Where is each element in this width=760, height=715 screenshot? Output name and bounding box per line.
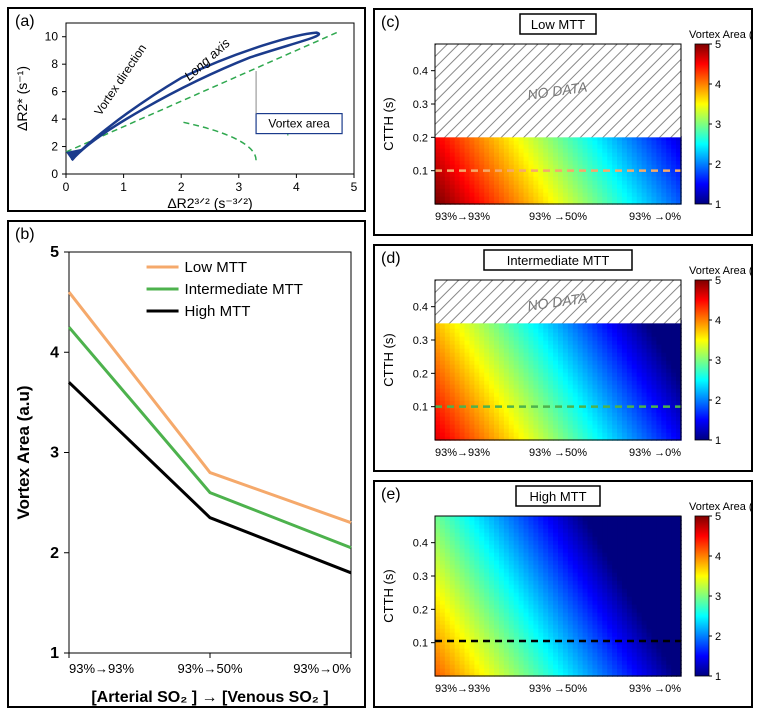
panel-b: (b) 1 2 3 4 5 93%→93% 93%→50% 93%→0% [Arterial S… [7,220,366,708]
svg-text:High MTT: High MTT [529,489,586,504]
svg-text:3: 3 [235,180,242,194]
svg-text:5: 5 [50,244,59,261]
svg-text:CTTH (s): CTTH (s) [381,333,396,386]
svg-text:1: 1 [715,199,721,211]
svg-text:1: 1 [120,180,127,194]
svg-text:0.4: 0.4 [413,538,428,550]
svg-text:High MTT: High MTT [185,303,251,320]
svg-text:Vortex Area (a.u.): Vortex Area (a.u.) [689,29,753,41]
panel-b-svg: 1 2 3 4 5 93%→93% 93%→50% 93%→0% [Arterial SO₂ ]… [11,224,366,708]
svg-text:93% →0%: 93% →0% [629,447,681,459]
svg-text:2: 2 [715,631,721,643]
svg-text:0.4: 0.4 [413,302,428,314]
svg-text:4: 4 [715,551,721,563]
svg-text:0.2: 0.2 [413,604,428,616]
panel-a-svg: 0123450246810ΔR2³ᐟ² (s⁻³ᐟ²)ΔR2* (s⁻¹)Slo… [11,11,366,212]
svg-text:4: 4 [51,112,58,126]
svg-text:93% →50%: 93% →50% [529,211,587,223]
svg-text:3: 3 [715,591,721,603]
svg-text:0: 0 [63,180,70,194]
svg-text:8: 8 [51,57,58,71]
svg-text:1: 1 [715,435,721,447]
svg-text:0.1: 0.1 [413,166,428,178]
svg-text:0: 0 [51,167,58,181]
svg-text:4: 4 [50,344,59,361]
svg-text:93%→93%: 93%→93% [435,683,490,695]
svg-text:Vortex Area (a.u.): Vortex Area (a.u.) [689,501,753,513]
svg-text:Low MTT: Low MTT [185,259,248,276]
svg-text:2: 2 [715,159,721,171]
svg-text:93% →0%: 93% →0% [629,683,681,695]
svg-text:93%→50%: 93%→50% [177,661,242,676]
svg-text:93% →50%: 93% →50% [529,683,587,695]
svg-text:Vortex area: Vortex area [268,117,330,131]
svg-text:Vortex Area (a.u.): Vortex Area (a.u.) [689,265,753,277]
svg-text:93%→0%: 93%→0% [293,661,351,676]
svg-text:0.1: 0.1 [413,638,428,650]
svg-text:1: 1 [715,671,721,683]
svg-text:0.2: 0.2 [413,132,428,144]
svg-text:2: 2 [178,180,185,194]
svg-text:93% →0%: 93% →0% [629,211,681,223]
svg-text:4: 4 [715,315,721,327]
svg-text:Intermediate MTT: Intermediate MTT [185,281,303,298]
svg-text:3: 3 [715,119,721,131]
svg-text:2: 2 [51,140,58,154]
svg-text:93%→93%: 93%→93% [435,211,490,223]
svg-text:4: 4 [293,180,300,194]
svg-text:ΔR2* (s⁻¹): ΔR2* (s⁻¹) [14,66,30,131]
svg-text:3: 3 [50,445,59,462]
panel-a-letter: (a) [15,13,35,31]
panel-b-letter: (b) [15,226,35,244]
panel-d-letter: (d) [381,250,401,268]
svg-text:0.3: 0.3 [413,99,428,111]
svg-text:93%→93%: 93%→93% [435,447,490,459]
svg-text:ΔR2³ᐟ² (s⁻³ᐟ²): ΔR2³ᐟ² (s⁻³ᐟ²) [167,195,252,211]
panel-c-letter: (c) [381,14,400,32]
svg-text:93%→93%: 93%→93% [69,661,134,676]
svg-text:CTTH (s): CTTH (s) [381,97,396,150]
svg-text:Intermediate MTT: Intermediate MTT [507,253,610,268]
svg-text:0.3: 0.3 [413,335,428,347]
panel-e-letter: (e) [381,486,401,504]
panel-e: (e) High MTT 0.1 0.2 0.3 0.4 CTTH (s) 93%→93% 9… [373,480,753,708]
panel-c: (c) Low MTTNO DATA0.10.20.30.4CTTH (s)93… [373,8,753,236]
panel-d: (d) Intermediate MTTNO DATA0.10.20.30.4C… [373,244,753,472]
svg-text:93% →50%: 93% →50% [529,447,587,459]
svg-text:5: 5 [351,180,358,194]
svg-text:0.2: 0.2 [413,368,428,380]
svg-text:0.4: 0.4 [413,66,428,78]
svg-text:2: 2 [50,545,59,562]
svg-text:0.1: 0.1 [413,402,428,414]
svg-text:2: 2 [715,395,721,407]
svg-text:Vortex direction: Vortex direction [91,42,149,118]
svg-text:10: 10 [45,30,59,44]
panel-a: (a) 0 1 2 3 4 5 0 2 4 6 8 10 ΔR2³ᐟ² (s⁻³ᐟ²) ΔR2* (s⁻¹… [7,7,366,212]
svg-text:Low MTT: Low MTT [531,17,585,32]
svg-text:4: 4 [715,79,721,91]
svg-text:0.3: 0.3 [413,571,428,583]
svg-text:CTTH (s): CTTH (s) [381,569,396,622]
svg-text:3: 3 [715,355,721,367]
svg-text:6: 6 [51,85,58,99]
svg-text:Vortex Area (a.u): Vortex Area (a.u) [14,385,33,519]
svg-text:1: 1 [50,645,59,662]
svg-text:[Arterial SO₂ ] → [Venous SO₂: [Arterial SO₂ ] → [Venous SO₂ ] [91,689,328,706]
